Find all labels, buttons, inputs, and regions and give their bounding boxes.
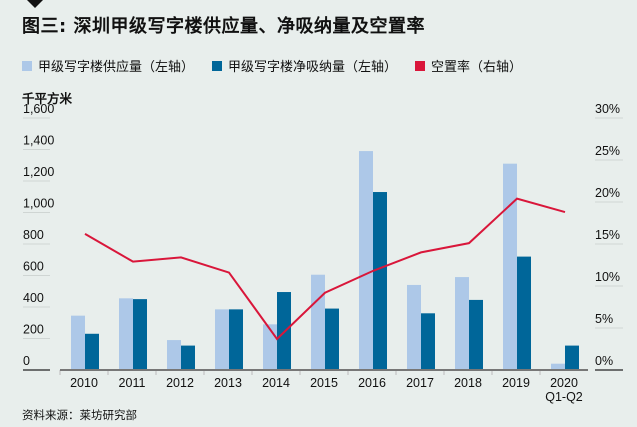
- x-tick-label: 2013: [214, 376, 242, 390]
- bar-supply-2012: [167, 340, 181, 370]
- source-note: 资料来源：莱坊研究部: [22, 408, 137, 422]
- left-tick-label: 0: [23, 354, 30, 368]
- legend-label-absorption: 甲级写字楼净吸纳量（左轴）: [228, 60, 398, 75]
- legend-label-vacancy: 空置率（右轴）: [431, 60, 523, 75]
- x-tick-label: 2018: [454, 376, 482, 390]
- bar-supply-2014: [263, 324, 277, 370]
- bar-supply-2015: [311, 274, 325, 370]
- left-tick-label: 400: [23, 291, 44, 305]
- bar-absorption-2018: [469, 299, 483, 370]
- bar-absorption-2015: [325, 308, 339, 370]
- legend-item-vacancy: 空置率（右轴）: [415, 56, 522, 75]
- bar-supply-2010: [71, 315, 85, 370]
- left-tick-label: 800: [23, 228, 44, 242]
- right-tick-label: 25%: [595, 144, 620, 158]
- x-tick-label: 2014: [262, 376, 290, 390]
- legend-swatch-absorption: [212, 60, 223, 71]
- chart-title: 图三: 深圳甲级写字楼供应量、净吸纳量及空置率: [22, 16, 425, 37]
- right-tick-label: 0%: [595, 354, 613, 368]
- bar-absorption-2017: [421, 313, 435, 370]
- right-tick-label: 20%: [595, 186, 620, 200]
- bar-absorption-2020: [565, 345, 579, 370]
- bar-absorption-2013: [229, 309, 243, 370]
- right-tick-label: 30%: [595, 102, 620, 116]
- x-tick-label: 2017: [406, 376, 434, 390]
- legend-label-supply: 甲级写字楼供应量（左轴）: [38, 60, 195, 75]
- x-tick-label: 2010: [70, 376, 98, 390]
- left-axis-unit: 千平方米: [22, 91, 73, 106]
- x-tick-label: 2015: [310, 376, 338, 390]
- left-tick-label: 1,000: [23, 197, 54, 211]
- bar-supply-2016: [359, 151, 373, 370]
- x-tick-sublabel: Q1-Q2: [545, 390, 583, 404]
- left-tick-label: 1,400: [23, 134, 54, 148]
- legend: 甲级写字楼供应量（左轴） 甲级写字楼净吸纳量（左轴） 空置率（右轴）: [22, 56, 522, 75]
- bar-supply-2018: [455, 277, 469, 370]
- bar-supply-2020: [551, 363, 565, 370]
- left-tick-label: 600: [23, 260, 44, 274]
- bar-supply-2013: [215, 309, 229, 370]
- legend-swatch-supply: [22, 60, 32, 71]
- bar-absorption-2011: [133, 299, 147, 370]
- left-tick-label: 1,200: [23, 165, 54, 179]
- legend-item-supply: 甲级写字楼供应量（左轴）: [22, 56, 194, 75]
- x-tick-label: 2016: [358, 376, 386, 390]
- bar-supply-2011: [119, 298, 133, 370]
- left-tick-label: 200: [23, 323, 44, 337]
- right-tick-label: 15%: [595, 228, 620, 242]
- bar-absorption-2010: [85, 333, 99, 370]
- legend-item-absorption: 甲级写字楼净吸纳量（左轴）: [212, 56, 397, 75]
- bar-supply-2017: [407, 284, 421, 370]
- section-marker-icon: [27, 0, 43, 8]
- x-tick-label: 2020: [550, 376, 578, 390]
- bar-absorption-2016: [373, 192, 387, 370]
- x-tick-label: 2019: [502, 376, 530, 390]
- bar-supply-2019: [503, 163, 517, 370]
- x-tick-label: 2011: [119, 376, 146, 390]
- bar-absorption-2019: [517, 256, 531, 370]
- x-tick-label: 2012: [166, 376, 194, 390]
- right-tick-label: 10%: [595, 270, 620, 284]
- bar-absorption-2012: [181, 345, 195, 370]
- legend-swatch-vacancy: [415, 60, 426, 71]
- right-tick-label: 5%: [595, 312, 613, 326]
- left-tick-label: 1,600: [23, 102, 54, 116]
